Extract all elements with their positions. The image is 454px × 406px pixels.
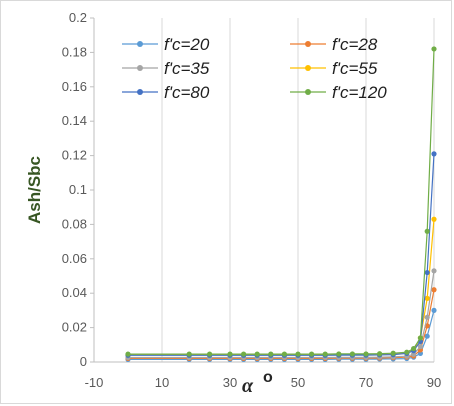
legend: f'c=20 f'c=28 f'c=35 f'c=55 f'c=80 f'c=120: [122, 35, 387, 102]
data-point: [125, 351, 131, 357]
series-line: [128, 219, 435, 356]
data-point: [424, 314, 430, 320]
data-point: [431, 46, 437, 52]
series-fc55: [125, 216, 437, 358]
legend-swatch-marker: [305, 41, 311, 47]
data-point: [431, 268, 437, 274]
data-point: [227, 351, 233, 357]
x-tick-label: -10: [85, 375, 104, 390]
x-tick-label: 10: [155, 375, 169, 390]
legend-swatch-marker: [305, 65, 311, 71]
tick-labels: -10 10 30 50 70 90 0 0.02 0.04 0.06 0.08 0.1 0.12 0.1…: [62, 10, 442, 390]
x-axis-label-degree: o: [263, 369, 273, 386]
data-point: [349, 351, 355, 357]
data-point: [424, 333, 430, 339]
data-point: [431, 216, 437, 222]
data-point: [404, 349, 410, 355]
data-point: [424, 269, 430, 276]
data-point: [424, 295, 430, 301]
data-point: [322, 351, 328, 357]
data-point: [431, 287, 437, 293]
series-fc80: [125, 151, 437, 358]
legend-item: f'c=120: [290, 83, 387, 102]
x-tick-label: 90: [427, 375, 441, 390]
legend-swatch-marker: [137, 41, 143, 47]
y-tick-label: 0.16: [62, 79, 87, 94]
series-line: [128, 289, 435, 359]
series-line: [128, 310, 435, 360]
legend-item: f'c=28: [290, 35, 378, 54]
legend-item: f'c=20: [122, 35, 210, 54]
legend-swatch-marker: [305, 89, 311, 95]
data-point: [411, 351, 417, 357]
x-axis-label: α o: [242, 369, 273, 397]
series-fc28: [125, 287, 437, 361]
series-line: [128, 270, 435, 359]
data-point: [424, 228, 430, 234]
data-point: [207, 351, 213, 357]
gridlines: [161, 18, 435, 362]
legend-item: f'c=55: [290, 59, 378, 78]
legend-label: f'c=28: [332, 35, 378, 54]
data-point: [309, 351, 315, 357]
legend-item: f'c=35: [122, 59, 210, 78]
y-tick-label: 0.12: [62, 148, 87, 163]
data-point: [363, 351, 369, 357]
y-tick-label: 0.18: [62, 44, 87, 59]
legend-label: f'c=120: [332, 83, 387, 102]
data-point: [241, 351, 247, 357]
x-tick-label: 30: [223, 375, 237, 390]
data-point: [390, 350, 396, 356]
data-series: [125, 46, 437, 363]
data-point: [254, 351, 260, 357]
legend-item: f'c=80: [122, 83, 210, 102]
axes: [90, 17, 434, 363]
series-line: [128, 153, 435, 356]
legend-label: f'c=35: [164, 59, 210, 78]
series-fc120: [125, 46, 437, 357]
y-axis-label: Ash/Sbc: [25, 156, 44, 224]
x-tick-label: 70: [359, 375, 373, 390]
y-tick-label: 0: [80, 354, 87, 369]
data-point: [411, 345, 417, 352]
data-point: [417, 343, 423, 350]
y-tick-label: 0.04: [62, 285, 87, 300]
data-point: [431, 307, 437, 313]
data-point: [268, 351, 274, 357]
y-tick-label: 0.06: [62, 251, 87, 266]
data-point: [186, 351, 192, 357]
series-fc35: [125, 268, 437, 361]
legend-swatch-marker: [137, 89, 143, 95]
data-point: [431, 151, 437, 157]
data-point: [281, 351, 287, 357]
legend-label: f'c=20: [164, 35, 210, 54]
legend-label: f'c=55: [332, 59, 378, 78]
legend-label: f'c=80: [164, 83, 210, 102]
data-point: [417, 335, 423, 341]
y-tick-label: 0.14: [62, 113, 87, 128]
y-tick-label: 0.08: [62, 216, 87, 231]
legend-swatch-marker: [137, 65, 143, 71]
y-tick-label: 0.2: [69, 10, 87, 25]
x-axis-label-symbol: α: [242, 375, 254, 397]
data-point: [336, 351, 342, 357]
y-tick-label: 0.1: [69, 182, 87, 197]
y-tick-label: 0.02: [62, 320, 87, 335]
x-tick-label: 50: [291, 375, 305, 390]
data-point: [295, 351, 301, 357]
data-point: [377, 351, 383, 357]
